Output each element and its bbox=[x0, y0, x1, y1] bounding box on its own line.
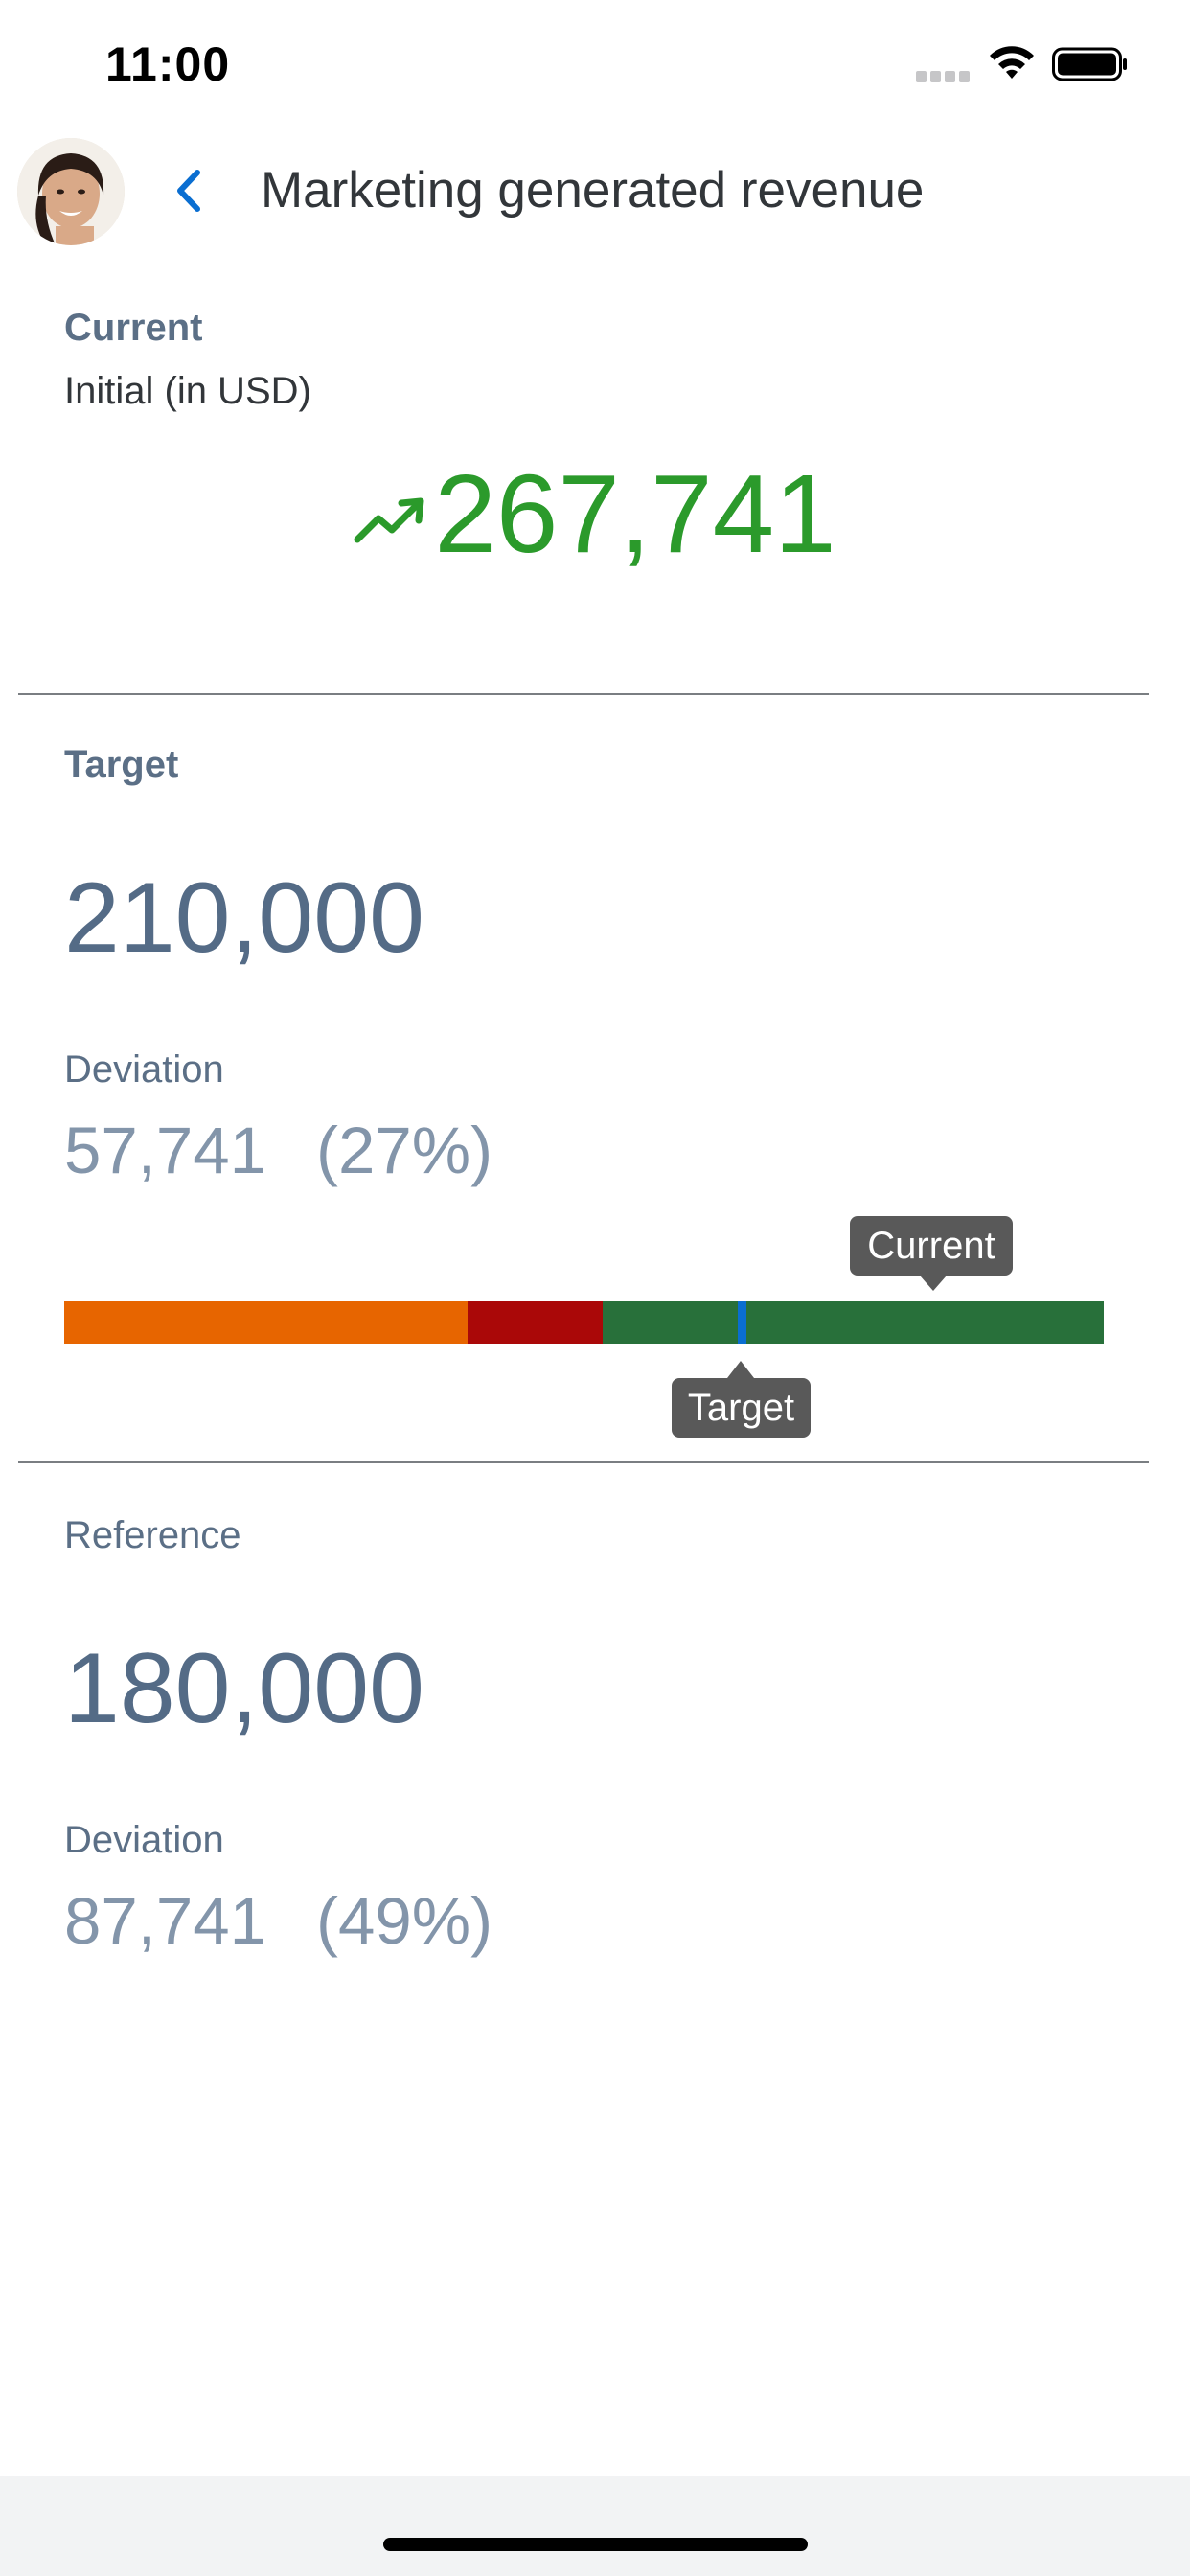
home-indicator[interactable] bbox=[383, 2538, 808, 2551]
target-value: 210,000 bbox=[64, 862, 424, 974]
bullet-range-high bbox=[603, 1301, 1104, 1344]
status-bar: 11:00 bbox=[0, 0, 1190, 126]
reference-deviation-label: Deviation bbox=[64, 1819, 224, 1861]
reference-deviation-value: 87,741 bbox=[64, 1884, 267, 1958]
target-marker bbox=[738, 1301, 746, 1344]
avatar[interactable] bbox=[17, 138, 125, 245]
target-deviation: 57,741 (27%) bbox=[64, 1117, 492, 1184]
page-title: Marketing generated revenue bbox=[261, 162, 925, 218]
back-button[interactable] bbox=[159, 157, 218, 224]
wifi-icon bbox=[990, 46, 1034, 79]
target-deviation-percent: (27%) bbox=[316, 1114, 493, 1187]
current-subtitle: Initial (in USD) bbox=[64, 370, 311, 412]
reference-value: 180,000 bbox=[64, 1633, 424, 1744]
status-time: 11:00 bbox=[105, 37, 231, 91]
bottom-bar bbox=[0, 2476, 1190, 2576]
target-label: Target bbox=[64, 744, 179, 786]
target-deviation-value: 57,741 bbox=[64, 1114, 267, 1187]
reference-label: Reference bbox=[64, 1514, 241, 1556]
current-tooltip: Current bbox=[850, 1216, 1013, 1291]
trending-up-icon bbox=[354, 497, 424, 543]
bullet-range-low bbox=[64, 1301, 468, 1344]
signal-icon bbox=[916, 71, 970, 82]
current-kpi: 267,741 bbox=[0, 458, 1190, 569]
divider bbox=[18, 1461, 1149, 1463]
avatar-photo bbox=[17, 138, 125, 245]
reference-deviation: 87,741 (49%) bbox=[64, 1888, 492, 1954]
current-label: Current bbox=[64, 307, 203, 349]
bullet-chart bbox=[64, 1301, 1104, 1344]
nav-header: Marketing generated revenue bbox=[0, 134, 1190, 249]
divider bbox=[18, 693, 1149, 695]
battery-icon bbox=[1052, 47, 1127, 81]
chevron-left-icon bbox=[177, 170, 200, 212]
target-tooltip: Target bbox=[672, 1361, 811, 1438]
target-deviation-label: Deviation bbox=[64, 1048, 224, 1091]
reference-deviation-percent: (49%) bbox=[316, 1884, 493, 1958]
bullet-range-mid bbox=[468, 1301, 603, 1344]
current-value: 267,741 bbox=[434, 451, 836, 576]
